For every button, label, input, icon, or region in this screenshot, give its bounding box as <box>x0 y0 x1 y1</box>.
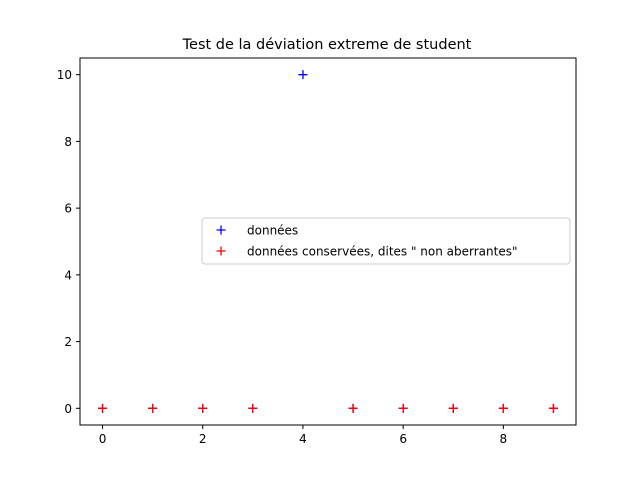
y-tick-label: 2 <box>64 335 72 349</box>
y-tick-label: 4 <box>64 268 72 282</box>
x-tick-label: 0 <box>99 432 107 446</box>
x-axis: 0 2 4 6 8 <box>99 425 507 446</box>
y-tick-label: 10 <box>57 68 72 82</box>
x-tick-label: 4 <box>299 432 307 446</box>
chart-title: Test de la déviation extreme de student <box>182 37 472 53</box>
y-tick-label: 6 <box>64 202 72 216</box>
y-tick-label: 8 <box>64 135 72 149</box>
legend-marker <box>216 225 226 235</box>
data-point-series-2 <box>498 403 508 413</box>
data-point-series-2 <box>548 403 558 413</box>
data-point-series-2 <box>248 403 258 413</box>
data-markers <box>98 70 558 413</box>
x-tick-label: 8 <box>500 432 508 446</box>
plot-area <box>79 57 577 426</box>
y-tick-label: 0 <box>64 402 72 416</box>
legend-label: données conservées, dites " non aberrant… <box>247 245 518 259</box>
legend: données données conservées, dites " non a… <box>201 217 571 265</box>
legend-label: données <box>247 224 298 238</box>
data-point-series-1 <box>298 70 308 80</box>
legend-box <box>201 217 571 265</box>
data-point-series-2 <box>398 403 408 413</box>
x-tick-label: 2 <box>199 432 207 446</box>
data-point-series-2 <box>448 403 458 413</box>
data-point-series-2 <box>98 403 108 413</box>
legend-marker <box>216 246 226 256</box>
data-point-series-2 <box>148 403 158 413</box>
data-point-series-2 <box>198 403 208 413</box>
x-tick-label: 6 <box>399 432 407 446</box>
y-axis: 0 2 4 6 8 10 <box>57 68 80 416</box>
data-point-series-2 <box>348 403 358 413</box>
